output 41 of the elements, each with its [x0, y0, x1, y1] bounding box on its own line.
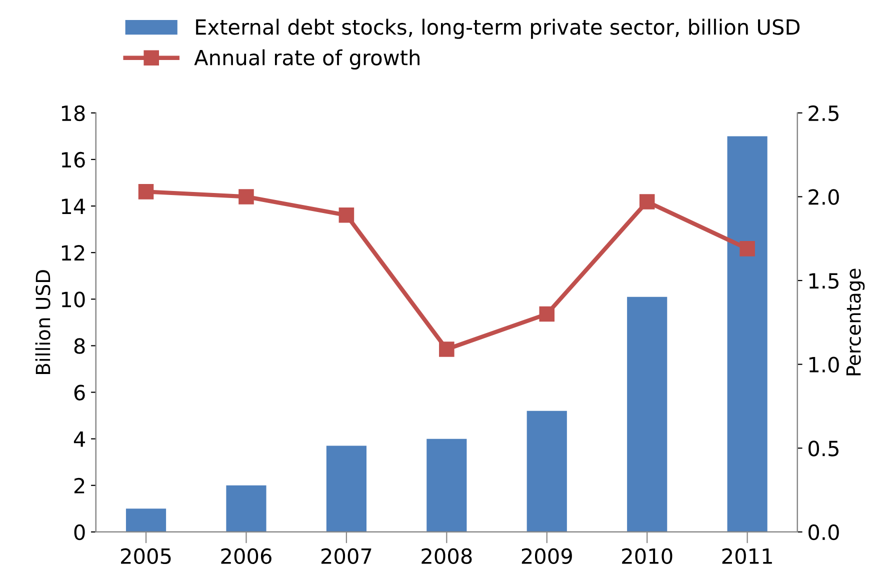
bar: [727, 136, 768, 532]
bar: [126, 508, 166, 532]
y-tick-label: 14: [62, 198, 86, 214]
x-tick-label: 2005: [121, 548, 171, 564]
bar: [627, 296, 668, 532]
point: [740, 241, 755, 256]
point: [539, 306, 555, 322]
y2-tick-label: 0.0: [808, 524, 839, 540]
y-tick-label: 2: [74, 478, 84, 494]
x-tick-label: 2008: [422, 548, 472, 564]
point: [338, 208, 354, 223]
y-tick-label: 12: [62, 245, 84, 261]
y-tick-label: 18: [62, 105, 85, 122]
x-tick-label: 2006: [221, 548, 272, 564]
bar: [226, 485, 266, 532]
point: [138, 184, 154, 200]
y2-tick-label: 2.5: [808, 105, 838, 122]
y2-axis-title: Percentage: [846, 268, 865, 376]
y-tick-label: 16: [62, 152, 85, 168]
x-tick-label: 2011: [722, 548, 772, 564]
y2-tick-label: 1.5: [809, 273, 838, 289]
x-tick-label: 2007: [321, 548, 372, 564]
point: [639, 194, 655, 210]
y-tick-label: 10: [62, 292, 85, 308]
bar: [326, 446, 366, 532]
point: [238, 189, 254, 204]
y-axis-title: Billion USD: [35, 270, 50, 374]
y2-tick-label: 0.5: [808, 440, 838, 456]
x-tick-label: 2010: [622, 548, 672, 564]
y-tick-label: 8: [74, 338, 85, 354]
y-tick-label: 6: [74, 384, 85, 400]
bar: [526, 410, 567, 532]
y2-tick-label: 2.0: [808, 189, 839, 205]
legend-label: External debt stocks, long-term private sector, billion USD: [196, 18, 800, 39]
y-tick-label: 0: [74, 524, 85, 540]
y-tick-label: 4: [74, 432, 86, 447]
x-tick-label: 2009: [522, 548, 572, 564]
bar: [426, 438, 467, 532]
legend-label: Annual rate of growth: [194, 49, 420, 70]
y2-tick-label: 1.0: [809, 356, 839, 373]
point: [439, 342, 454, 357]
